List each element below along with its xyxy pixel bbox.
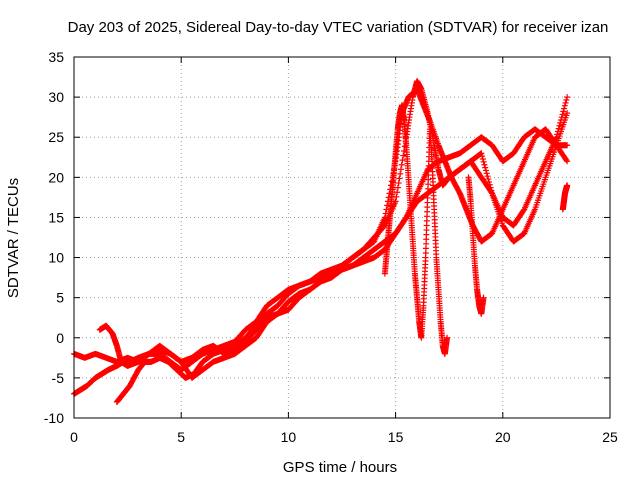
data-point <box>479 155 486 162</box>
data-point <box>484 173 491 180</box>
y-tick-label: 10 <box>48 250 64 266</box>
data-point <box>554 131 561 138</box>
data-point <box>561 105 568 112</box>
data-point <box>563 157 570 164</box>
y-tick-label: 15 <box>48 209 64 225</box>
data-point <box>564 94 571 101</box>
data-point <box>555 125 562 132</box>
data-point <box>560 108 567 115</box>
data-point <box>394 189 401 196</box>
y-axis-ticks: -10 -5 0 5 10 15 20 25 30 35 <box>44 49 610 426</box>
data-points <box>71 78 571 405</box>
data-point <box>563 96 570 103</box>
data-point <box>481 161 488 168</box>
data-point <box>554 128 561 135</box>
x-tick-label: 25 <box>602 429 618 445</box>
x-tick-label: 5 <box>177 429 185 445</box>
data-point <box>482 167 489 174</box>
y-tick-label: -5 <box>52 370 65 386</box>
x-tick-label: 20 <box>495 429 511 445</box>
data-point <box>444 334 451 341</box>
data-point <box>557 117 564 124</box>
data-point <box>564 158 571 165</box>
series-tail <box>559 182 571 213</box>
y-tick-label: 25 <box>48 129 64 145</box>
chart-title: Day 203 of 2025, Sidereal Day-to-day VTE… <box>68 19 609 36</box>
data-point <box>564 142 571 149</box>
data-point <box>397 166 404 173</box>
data-point <box>557 119 564 126</box>
data-point <box>480 294 487 301</box>
data-point <box>480 158 487 165</box>
y-tick-label: 5 <box>56 290 64 306</box>
grid-lines <box>74 57 610 418</box>
data-point <box>479 153 486 160</box>
x-axis-label: GPS time / hours <box>283 459 397 476</box>
data-point <box>553 134 560 141</box>
data-point <box>485 176 492 183</box>
series-trace-4 <box>113 78 571 405</box>
data-point <box>397 170 404 177</box>
y-tick-label: 30 <box>48 89 64 105</box>
data-point <box>482 164 489 171</box>
y-tick-label: 0 <box>56 330 64 346</box>
data-point <box>556 122 563 129</box>
data-point <box>562 99 569 106</box>
data-point <box>396 175 403 182</box>
x-axis-ticks: 0 5 10 15 20 25 <box>70 57 618 445</box>
x-tick-label: 15 <box>388 429 404 445</box>
series-drop-2 <box>465 174 487 317</box>
y-axis-label: SDTVAR / TECUs <box>5 178 22 298</box>
x-tick-label: 0 <box>70 429 78 445</box>
data-point <box>400 152 407 159</box>
series-trace-1 <box>71 126 571 373</box>
data-point <box>395 180 402 187</box>
data-point <box>558 114 565 121</box>
data-point <box>559 111 566 118</box>
data-point <box>398 161 405 168</box>
plot-frame <box>73 56 611 419</box>
data-point <box>394 184 401 191</box>
data-point <box>564 110 571 117</box>
y-tick-label: 20 <box>48 169 64 185</box>
y-tick-label: -10 <box>44 410 64 426</box>
data-point <box>561 102 568 109</box>
series-trace-3 <box>96 86 571 369</box>
data-point <box>564 182 571 189</box>
data-point <box>399 157 406 164</box>
data-point <box>483 170 490 177</box>
y-tick-label: 35 <box>48 49 64 65</box>
x-tick-label: 10 <box>281 429 297 445</box>
data-point <box>478 150 485 157</box>
data-point <box>401 147 408 154</box>
series-drop-1 <box>381 102 451 357</box>
